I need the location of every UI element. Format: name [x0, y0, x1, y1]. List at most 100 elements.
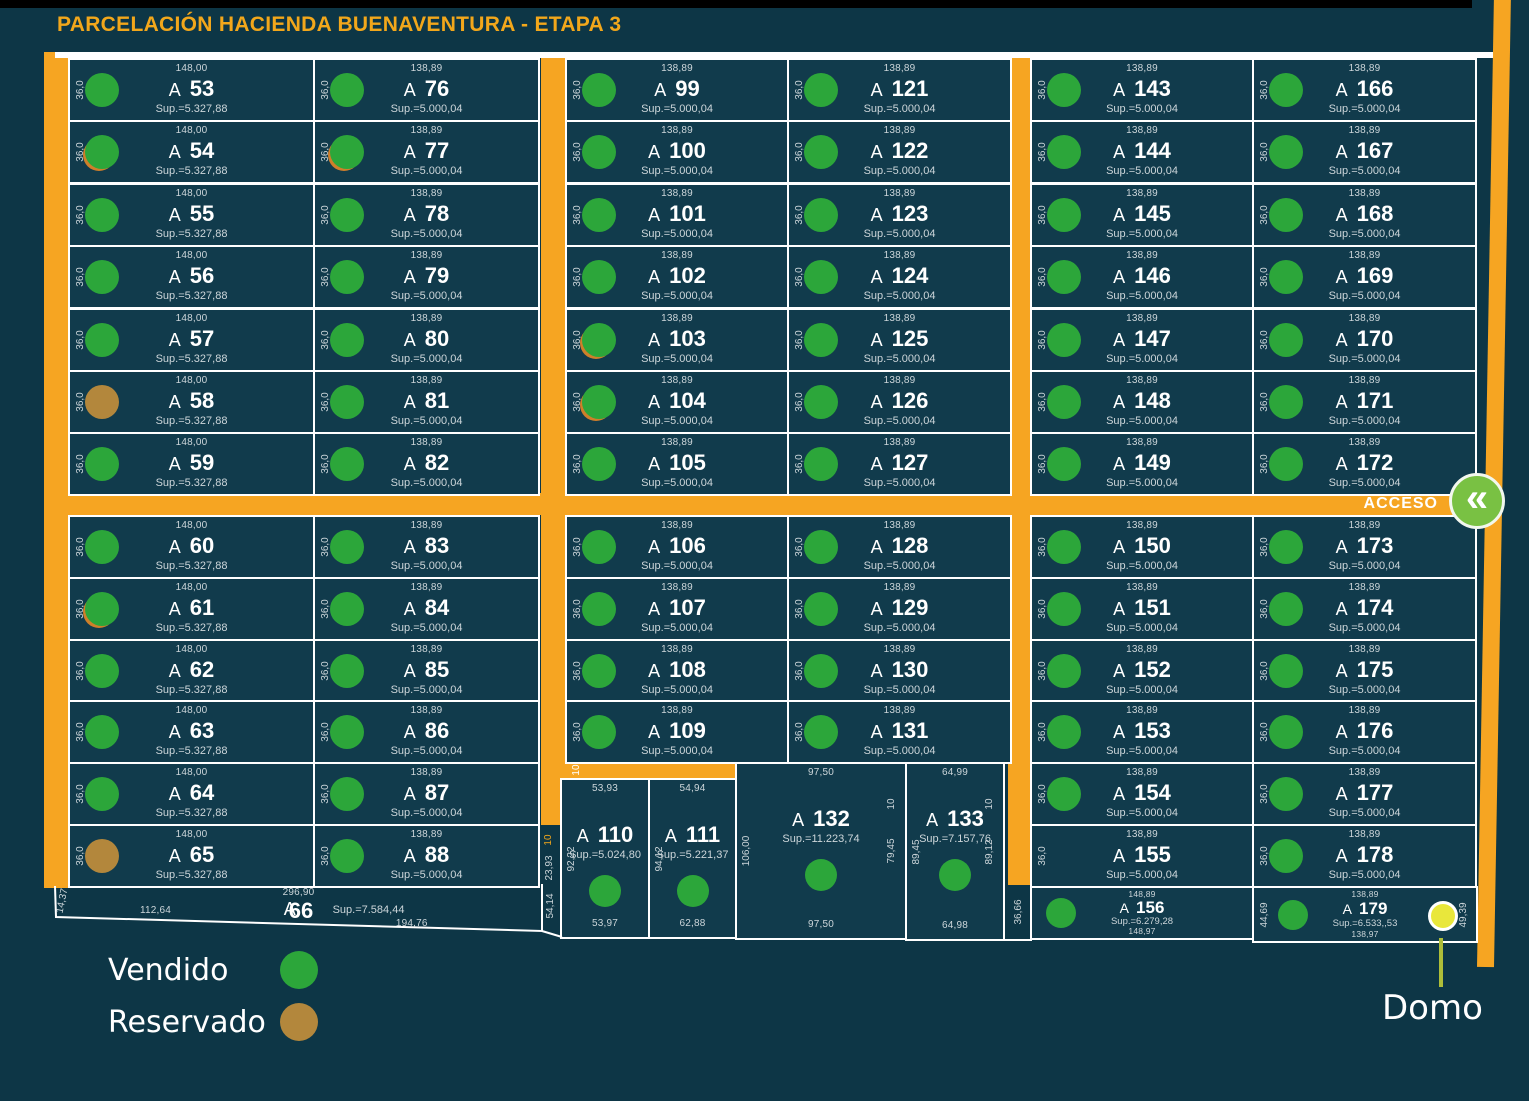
lot-area-label: Sup.=5.000,04: [863, 477, 936, 489]
top-dim-label: 138,89: [410, 767, 443, 778]
top-dim-label: 138,89: [883, 437, 916, 448]
status-dot-vendido: [804, 530, 838, 564]
lot-cell-A143: 36,0 138,89 A 143 Sup.=5.000,04: [1030, 58, 1254, 122]
status-dot-vendido: [85, 777, 119, 811]
lot-area-label: Sup.=5.000,04: [641, 228, 713, 240]
lot-area-label: Sup.=5.327,88: [155, 290, 228, 302]
lot-area-label: Sup.=5.327,88: [155, 622, 228, 634]
lot-id: A 82: [403, 450, 450, 475]
lot-cell-A126: 36,0 138,89 A 126 Sup.=5.000,04: [787, 370, 1012, 434]
status-dot-vendido: [1047, 323, 1081, 357]
right-dim-label: 89,12: [984, 838, 995, 865]
status-dot-vendido: [1269, 777, 1303, 811]
lot-id: A 111: [664, 822, 721, 847]
lot-area-label: Sup.=5.024,80: [569, 849, 641, 861]
top-dim-label: 53,93: [591, 783, 619, 794]
top-dim-label: 138,89: [410, 250, 443, 261]
lot-area-label: Sup.=5.000,04: [390, 477, 463, 489]
status-dot-vendido: [1047, 385, 1081, 419]
status-dot-vendido: [85, 592, 119, 626]
lot-cell-A88: 36,0 138,89 A 88 Sup.=5.000,04: [313, 824, 540, 888]
lot-cell-A105: 36,0 138,89 A 105 Sup.=5.000,04: [565, 432, 789, 496]
top-dim-label: 138,89: [410, 125, 443, 136]
lot-id: A 55: [168, 201, 215, 226]
status-dot-vendido: [582, 260, 616, 294]
legend-dot-vendido: [280, 951, 318, 989]
status-dot-vendido: [582, 530, 616, 564]
lot-id: A 83: [403, 533, 450, 558]
top-dim-label: 138,89: [661, 582, 693, 593]
lot-id: A 57: [168, 326, 215, 351]
top-dim-label: 138,89: [661, 375, 693, 386]
lot-area-label: Sup.=5.000,04: [641, 560, 713, 572]
lot-area-label: Sup.=5.000,04: [1328, 745, 1401, 757]
top-dim-label: 138,89: [661, 250, 693, 261]
status-dot-vendido: [582, 654, 616, 688]
road-acceso-horizontal: [44, 493, 1494, 515]
map-dim-annotation-0: 10: [571, 764, 582, 776]
status-dot-vendido: [804, 260, 838, 294]
lot-area-label: Sup.=5.000,04: [863, 353, 936, 365]
lot-id: A 100: [648, 138, 706, 163]
lot-cell-A151: 36,0 138,89 A 151 Sup.=5.000,04: [1030, 577, 1254, 641]
lot-id: A 79: [403, 263, 450, 288]
lot-area-label: Sup.=5.221,37: [656, 849, 729, 861]
lot-id: A 166: [1335, 76, 1394, 101]
lot-id: A 102: [648, 263, 706, 288]
lot-id: A 155: [1113, 842, 1171, 867]
lot-id: A 80: [403, 326, 450, 351]
lot-id: A 153: [1113, 718, 1171, 743]
side-dim-label: 36,0: [1037, 846, 1048, 866]
lot-id: A 66: [283, 898, 314, 923]
map-dim-annotation-1: 10: [543, 834, 554, 846]
lot-area-label: Sup.=5.000,04: [641, 353, 713, 365]
bottom-dim-label: 64,98: [941, 920, 969, 931]
top-dim-label: 138,89: [1126, 829, 1158, 840]
lot-cell-A77: 36,0 138,89 A 77 Sup.=5.000,04: [313, 120, 540, 184]
top-dim-label: 148,00: [175, 705, 208, 716]
lot-cell-A111: 94,12 54,94 A 111 Sup.=5.221,37 62,88: [648, 778, 737, 939]
lot-cell-A131: 36,0 138,89 A 131 Sup.=5.000,04: [787, 700, 1012, 764]
top-dim-label: 138,89: [1351, 889, 1379, 899]
lot-area-label: Sup.=5.000,04: [390, 290, 463, 302]
status-dot-vendido: [804, 715, 838, 749]
lot-id: A 58: [168, 388, 215, 413]
status-dot-vendido: [582, 135, 616, 169]
lot-cell-A171: 36,0 138,89 A 171 Sup.=5.000,04: [1252, 370, 1477, 434]
lot-cell-A124: 36,0 138,89 A 124 Sup.=5.000,04: [787, 245, 1012, 309]
status-dot-vendido: [1047, 135, 1081, 169]
lot-cell-A66: 296,90 112,64 A 66 Sup.=7.584,44 194,76: [55, 885, 542, 937]
status-dot-vendido: [85, 323, 119, 357]
lot-id: A 84: [403, 595, 450, 620]
status-dot-vendido: [330, 715, 364, 749]
bottom-dim-label: 62,88: [679, 918, 706, 929]
lot-id: A 110: [576, 822, 634, 847]
top-dim-label: 138,89: [1348, 437, 1381, 448]
top-dim-label: 138,89: [1348, 767, 1381, 778]
lot-cell-A154: 36,0 138,89 A 154 Sup.=5.000,04: [1030, 762, 1254, 826]
top-dim-label: 138,89: [883, 63, 916, 74]
top-dim-label: 138,89: [883, 705, 916, 716]
boundary-top-bar: [55, 52, 1493, 58]
lot-area-label: Sup.=5.000,04: [1328, 622, 1401, 634]
lot-area-label: Sup.=5.000,04: [390, 745, 463, 757]
lot-area-label: Sup.=6.533,,53: [1332, 917, 1398, 929]
top-dim-label: 138,89: [661, 63, 693, 74]
lot-id: A 131: [870, 718, 929, 743]
status-dot-vendido: [85, 530, 119, 564]
page-title: PARCELACIÓN HACIENDA BUENAVENTURA - ETAP…: [57, 13, 622, 36]
legend-label-vendido: Vendido: [108, 952, 229, 988]
lot-cell-A60: 36,0 148,00 A 60 Sup.=5.327,88: [68, 515, 315, 579]
acceso-double-chevron-left-icon: «: [1449, 473, 1505, 529]
status-dot-reservado: [85, 839, 119, 873]
status-dot-vendido: [1269, 592, 1303, 626]
lot-area-label: Sup.=5.000,04: [390, 228, 463, 240]
lot-area-label: Sup.=5.000,04: [390, 807, 463, 819]
top-dim-label: 138,89: [1348, 250, 1381, 261]
legend-row-vendido: Vendido: [108, 944, 318, 996]
lot-area-label: Sup.=5.000,04: [1328, 807, 1401, 819]
lot-id: A 147: [1113, 326, 1171, 351]
lot-id: A 105: [648, 450, 706, 475]
lot-area-label: Sup.=5.327,88: [155, 684, 228, 696]
